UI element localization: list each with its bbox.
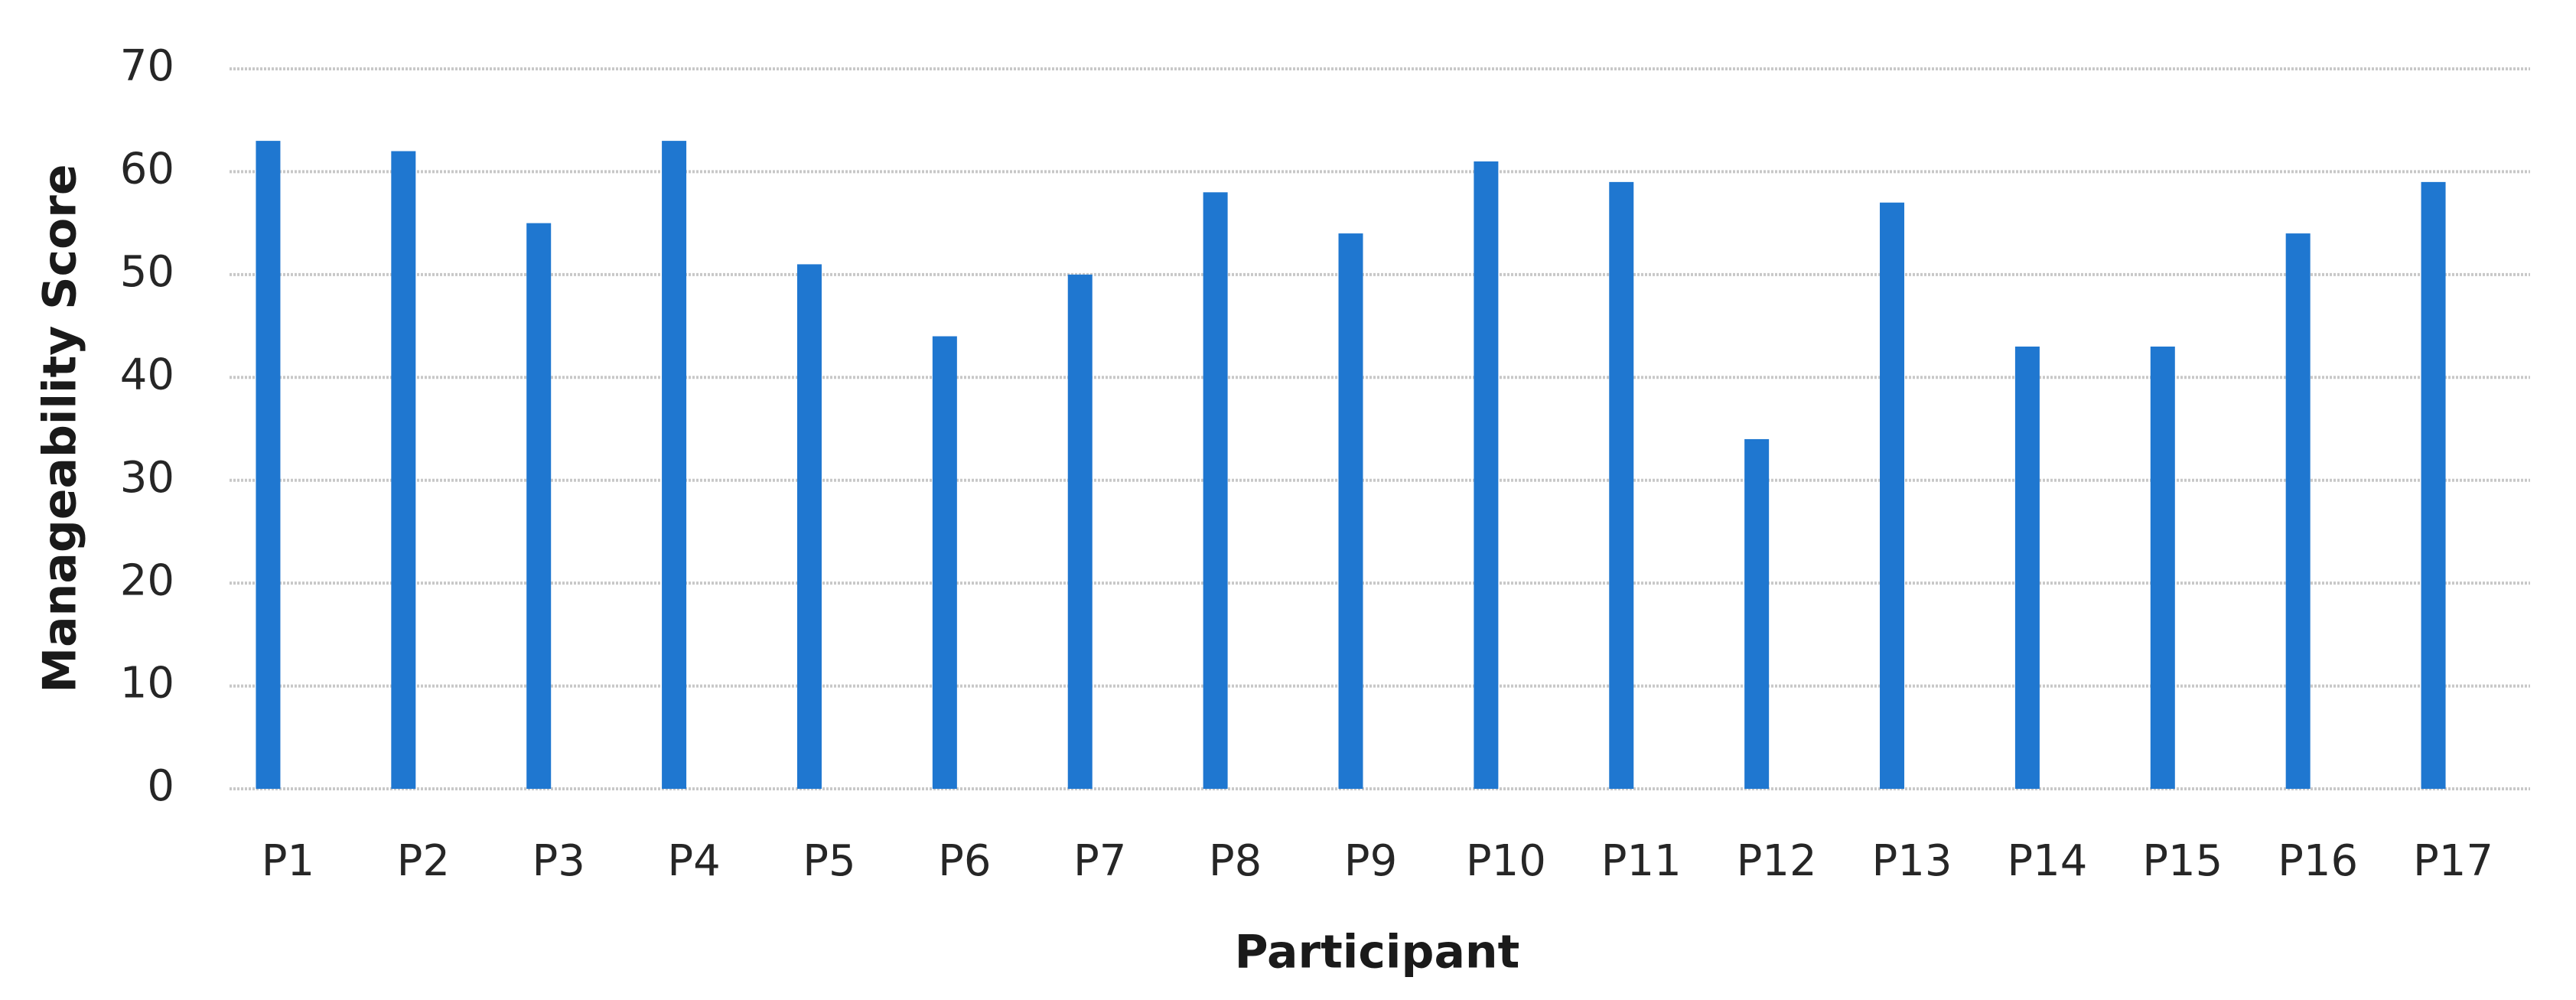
bar [2421, 181, 2446, 789]
bar [256, 141, 281, 790]
x-tick-label: P7 [1073, 836, 1126, 886]
x-tick-label: P12 [1737, 836, 1817, 886]
x-tick-label: P15 [2142, 836, 2223, 886]
bar [1203, 192, 1228, 790]
bar [391, 151, 416, 790]
bar [2150, 346, 2175, 789]
bar [1880, 202, 1905, 789]
bar [1067, 274, 1093, 789]
y-tick-label: 30 [120, 453, 174, 503]
y-tick-label: 10 [120, 659, 174, 708]
bar [932, 336, 957, 789]
y-tick-label: 0 [147, 761, 174, 811]
y-axis-title: Manageability Score [34, 164, 87, 692]
bar [2014, 346, 2040, 789]
bar [2285, 233, 2311, 790]
bar [796, 264, 822, 789]
bar [1744, 438, 1770, 789]
bar [526, 223, 552, 790]
y-tick-label: 40 [120, 350, 174, 399]
y-tick-label: 20 [120, 555, 174, 605]
x-axis-title: Participant [1235, 926, 1520, 979]
x-tick-label: P3 [532, 836, 585, 886]
x-tick-label: P14 [2007, 836, 2087, 886]
y-tick-label: 60 [120, 145, 174, 194]
y-tick-label: 50 [120, 247, 174, 297]
x-tick-label: P17 [2413, 836, 2493, 886]
y-tick-label: 70 [120, 41, 174, 91]
bar [1338, 233, 1363, 790]
x-tick-label: P9 [1344, 836, 1397, 886]
x-tick-label: P11 [1601, 836, 1682, 886]
x-tick-label: P2 [397, 836, 450, 886]
x-tick-label: P10 [1466, 836, 1546, 886]
x-tick-label: P6 [938, 836, 991, 886]
bar [1474, 161, 1499, 789]
x-tick-label: P4 [667, 836, 720, 886]
x-tick-label: P5 [803, 836, 855, 886]
bar [1609, 181, 1634, 789]
x-tick-label: P13 [1872, 836, 1952, 886]
x-tick-label: P8 [1209, 836, 1262, 886]
x-tick-label: P1 [262, 836, 314, 886]
x-tick-label: P16 [2278, 836, 2358, 886]
bar [662, 141, 687, 790]
